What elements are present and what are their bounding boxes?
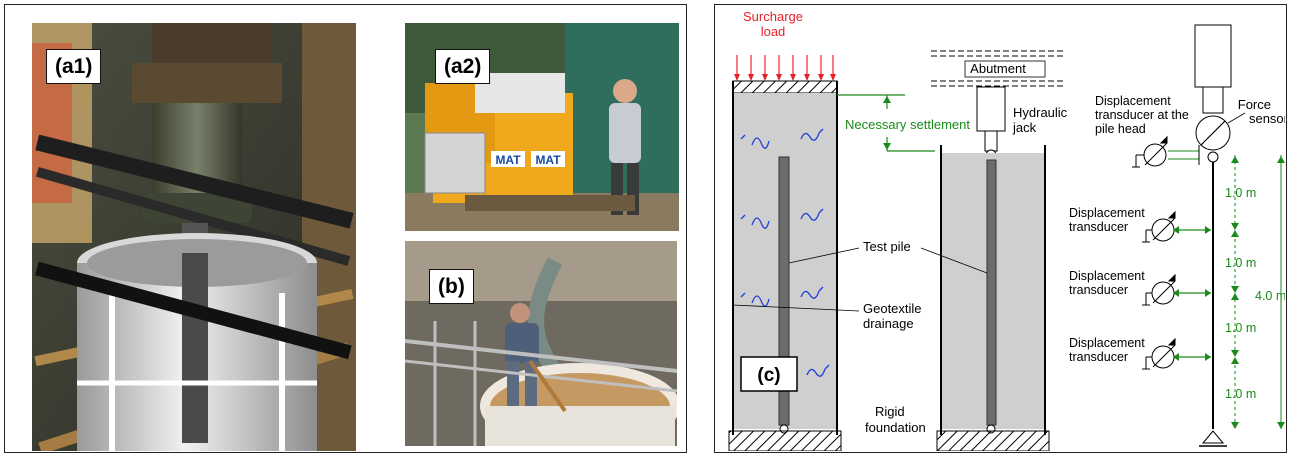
transducer-1-label-line1: Displacement: [1069, 206, 1145, 220]
machine-mat-text-1: MAT: [495, 153, 521, 167]
photo-label-a2: (a2): [435, 49, 491, 84]
surcharge-arrows: [734, 55, 836, 81]
spacing-label-4: 1.0 m: [1225, 387, 1256, 401]
geotextile-label-line1: Geotextile: [863, 301, 922, 316]
surcharge-label-line1: Surcharge: [743, 9, 803, 24]
load-plate: [732, 80, 838, 94]
displacement-transducer-3: Displacement transducer: [1069, 336, 1211, 370]
instrumented-pile: Force sensor: [1194, 24, 1289, 447]
necessary-settlement-label: Necessary settlement: [845, 117, 970, 132]
rigid-foundation-label-line1: Rigid: [875, 404, 905, 419]
rigid-foundation-middle: [936, 430, 1050, 452]
force-sensor-label-line2: sensor: [1249, 111, 1285, 126]
hydraulic-jack: [976, 86, 1006, 132]
photo-panel: (a1) MAT MAT (a2): [4, 4, 687, 453]
transducer-2-label-line1: Displacement: [1069, 269, 1145, 283]
spacing-label-2: 1.0 m: [1225, 256, 1256, 270]
photo-label-b: (b): [429, 269, 474, 304]
transducer-3-label-line2: transducer: [1069, 350, 1128, 364]
pile-head-transducer-label-line3: pile head: [1095, 122, 1146, 136]
displacement-transducer-2: Displacement transducer: [1069, 269, 1211, 306]
transducer-3-label-line1: Displacement: [1069, 336, 1145, 350]
hydraulic-jack-label-line2: jack: [1012, 120, 1037, 135]
test-setup-schematic: Surcharge load: [728, 9, 1289, 452]
surcharge-label-line2: load: [761, 24, 786, 39]
test-pile-label: Test pile: [863, 239, 911, 254]
test-pile-middle: [986, 159, 997, 426]
diagram-label-c: (c): [757, 365, 780, 386]
pile-head-transducer-label-line1: Displacement: [1095, 94, 1171, 108]
middle-container: Abutment Hydraulic jack: [931, 50, 1068, 452]
settlement-dimension: [837, 94, 935, 152]
photo-a2-grout-machine: MAT MAT (a2): [405, 23, 679, 231]
photo-label-a1: (a1): [46, 49, 102, 84]
drainage-flow-arrows: [740, 128, 830, 377]
pile-head-transducer-symbol: [1132, 135, 1200, 168]
spacing-label-3: 1.0 m: [1225, 321, 1256, 335]
spacing-label-1: 1.0 m: [1225, 186, 1256, 200]
rigid-foundation-left: [728, 430, 842, 452]
displacement-transducer-1: Displacement transducer: [1069, 206, 1211, 243]
pile-head-transducer-label-line2: transducer at the: [1095, 108, 1189, 122]
spacing-dimensions: [1231, 155, 1285, 429]
total-length-label: 4.0 m: [1255, 289, 1285, 303]
machine-mat-text-2: MAT: [535, 153, 561, 167]
diagram-panel: Surcharge load: [714, 4, 1289, 453]
load-frame: [1194, 24, 1232, 88]
diagram-label-c-box: [740, 356, 798, 392]
force-sensor-label-line1: Force: [1238, 97, 1271, 112]
left-container: Surcharge load: [728, 9, 842, 452]
hydraulic-jack-label-line1: Hydraulic: [1013, 105, 1068, 120]
transducer-2-label-line2: transducer: [1069, 283, 1128, 297]
geotextile-label-line2: drainage: [863, 316, 914, 331]
abutment-label: Abutment: [970, 61, 1026, 76]
photo-a1-installation: (a1): [32, 23, 356, 451]
transducer-1-label-line2: transducer: [1069, 220, 1128, 234]
photo-b-filling: (b): [405, 241, 677, 446]
rigid-foundation-label-line2: foundation: [865, 420, 926, 435]
